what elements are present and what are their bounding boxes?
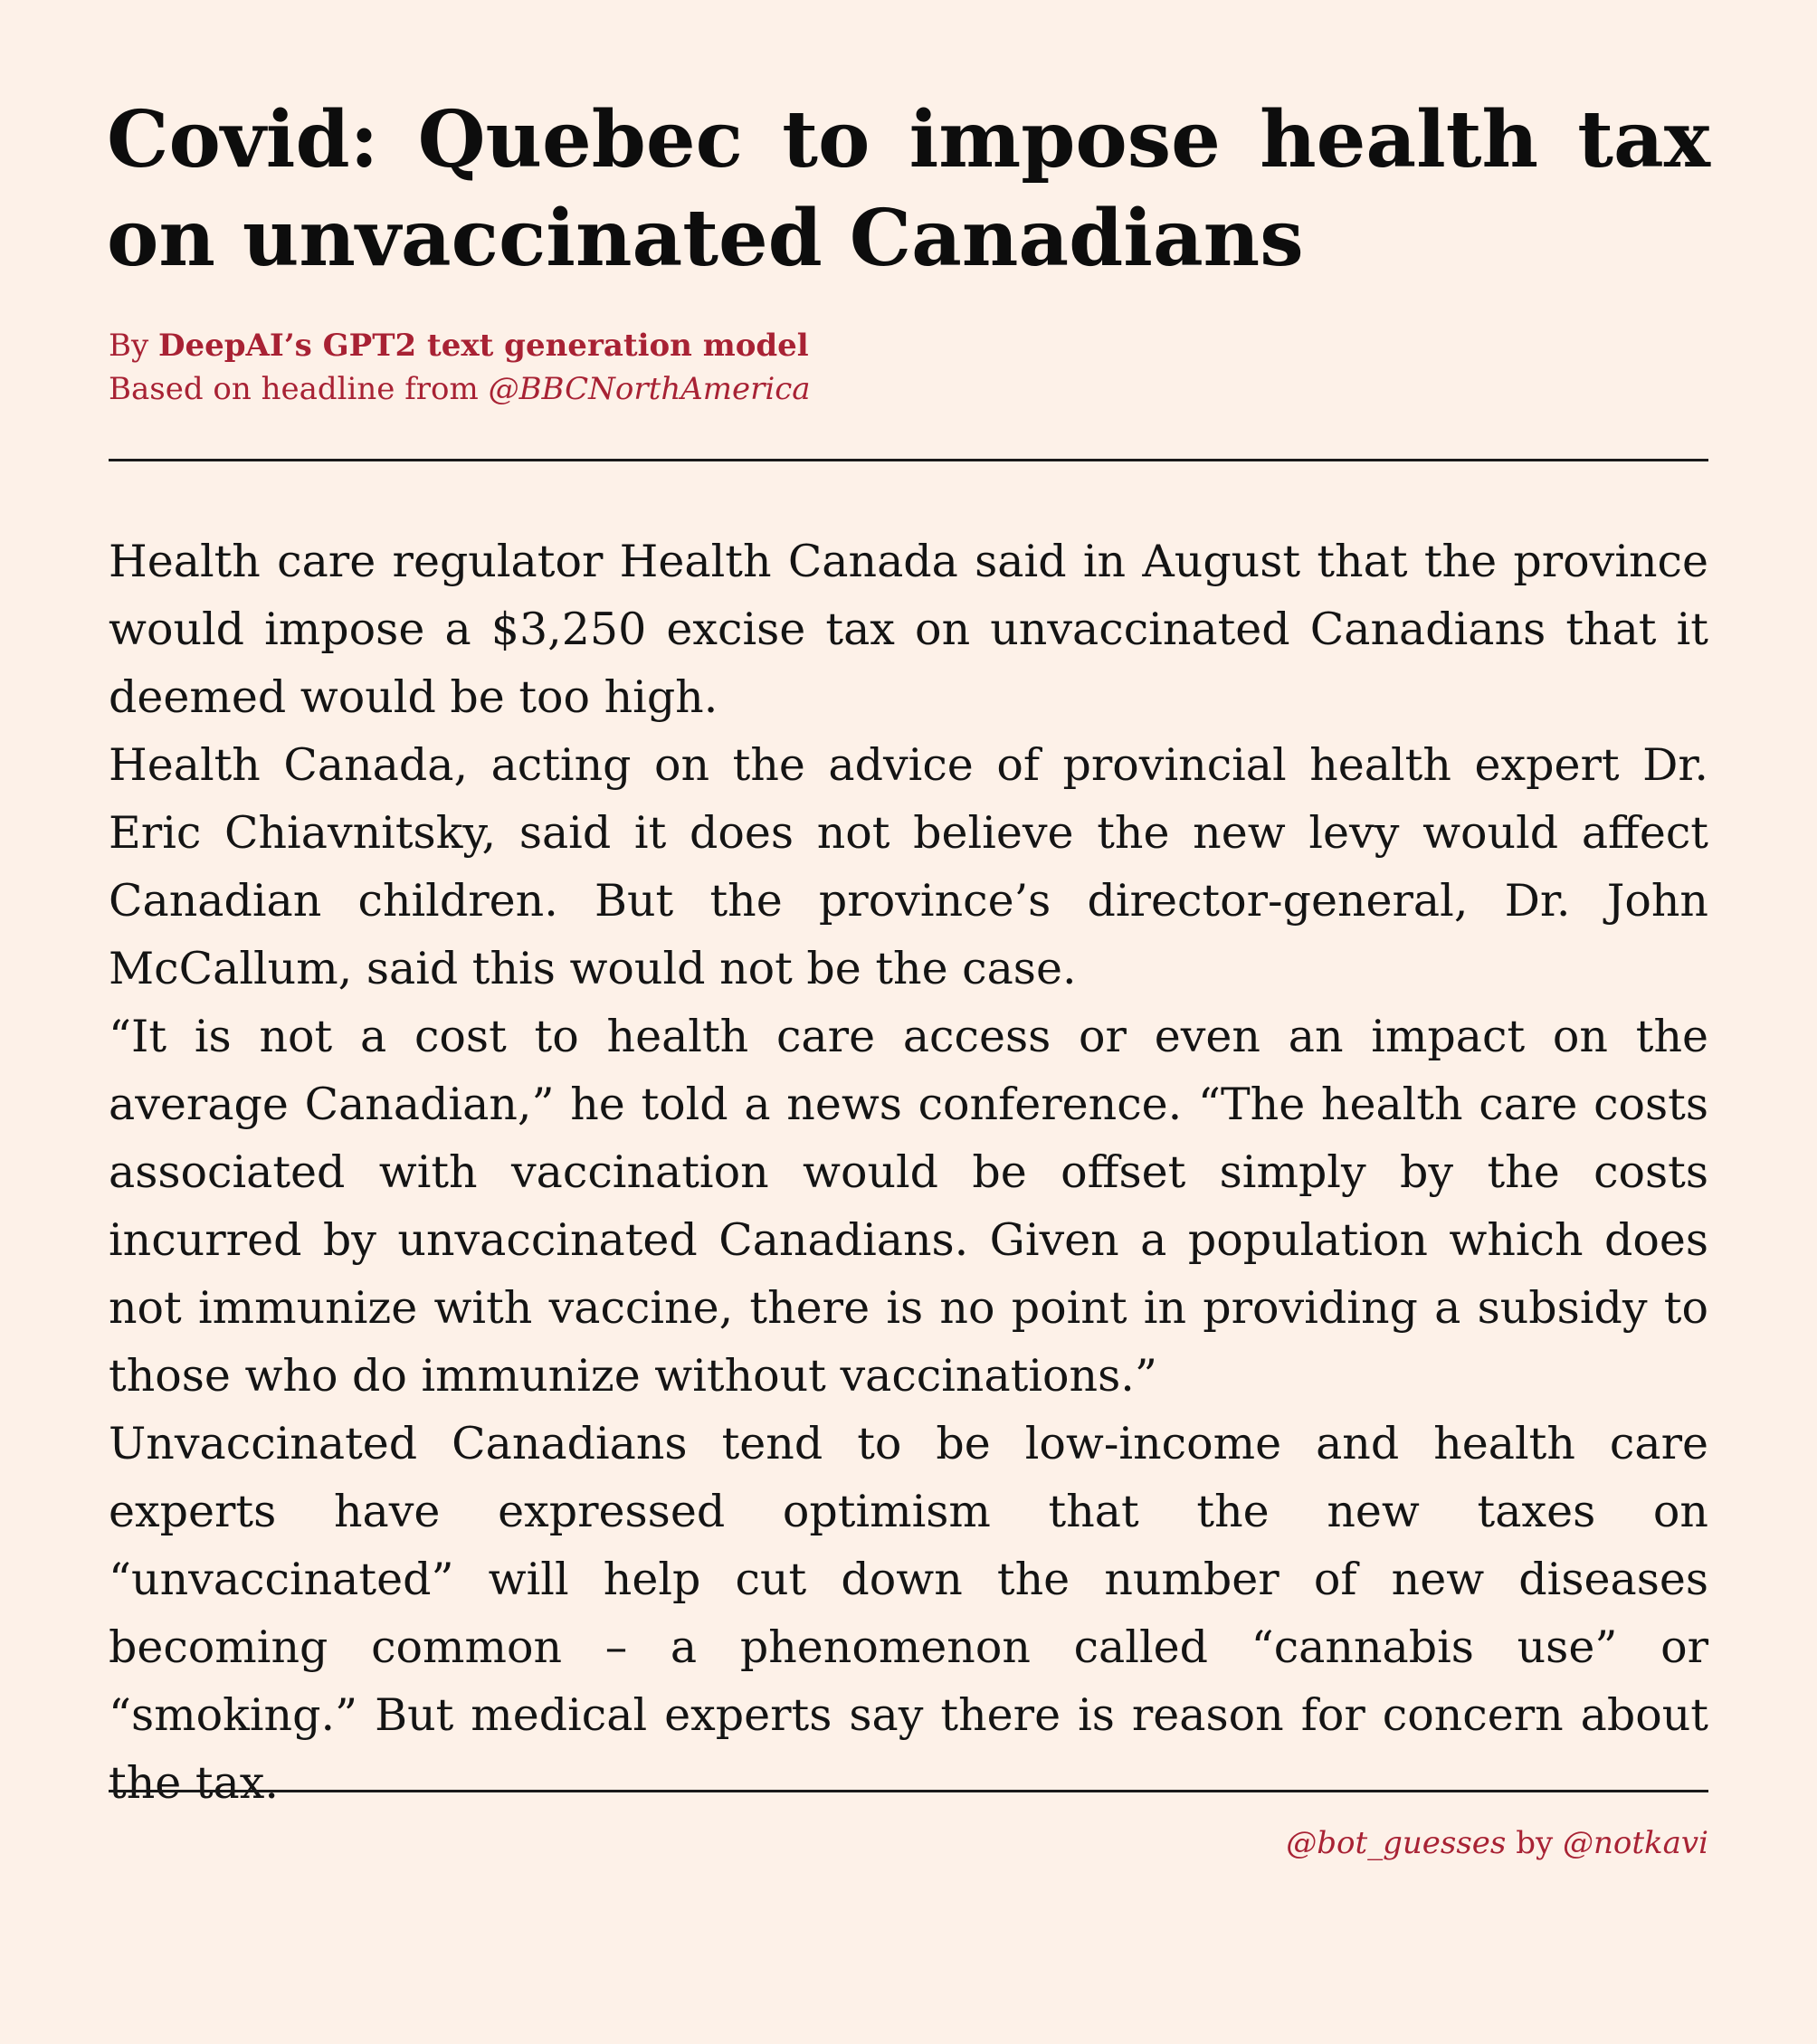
article-paragraph-2: Health Canada, acting on the advice of p…	[109, 739, 1708, 994]
source-prefix: Based on headline from	[109, 371, 479, 407]
bottom-divider	[109, 1790, 1708, 1792]
source-line: Based on headline from @BBCNorthAmerica	[109, 367, 811, 411]
article-body: Health care regulator Health Canada said…	[109, 528, 1708, 1817]
bot-handle-link[interactable]: @bot_guesses	[1286, 1825, 1507, 1861]
author-handle-link[interactable]: @notkavi	[1563, 1825, 1708, 1861]
footer-by-word: by	[1516, 1825, 1554, 1861]
by-prefix: By	[109, 328, 149, 364]
article-paragraph-3: “It is not a cost to health care access …	[109, 1011, 1708, 1402]
byline: By DeepAI’s GPT2 text generation model B…	[109, 324, 811, 411]
source-handle-link[interactable]: @BBCNorthAmerica	[488, 371, 811, 407]
author-name: DeepAI’s GPT2 text generation model	[158, 328, 809, 364]
article-paragraph-4: Unvaccinated Canadians tend to be low-in…	[109, 1418, 1708, 1809]
article-paragraph-1: Health care regulator Health Canada said…	[109, 536, 1708, 723]
author-line: By DeepAI’s GPT2 text generation model	[109, 324, 811, 367]
top-divider	[109, 459, 1708, 461]
footer-credit: @bot_guesses by @notkavi	[1286, 1821, 1708, 1865]
headline: Covid: Quebec to impose health tax on un…	[107, 94, 1710, 284]
